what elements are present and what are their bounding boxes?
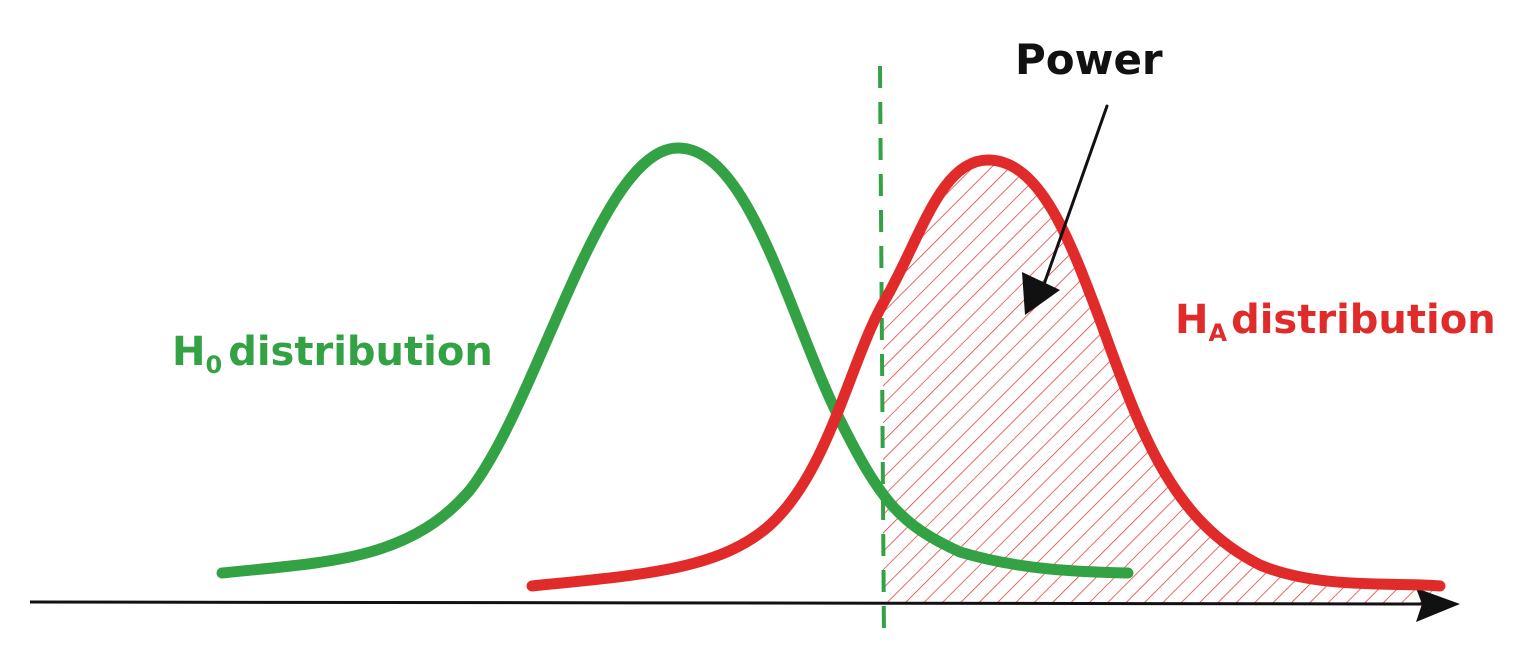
h0-curve bbox=[216, 142, 1134, 579]
h0-distribution-label: H0 distribution bbox=[172, 329, 493, 379]
power-arrow-shaft bbox=[1040, 104, 1109, 292]
x-axis-arrowhead bbox=[1416, 588, 1460, 622]
ha-text: distribution bbox=[1231, 297, 1496, 343]
power-arrowhead bbox=[1022, 272, 1060, 315]
critical-value-line bbox=[878, 65, 886, 641]
x-axis bbox=[29, 600, 1431, 606]
h0-prefix: H bbox=[172, 329, 205, 375]
ha-curve bbox=[526, 154, 1446, 592]
h0-text: distribution bbox=[228, 329, 493, 375]
power-region bbox=[883, 160, 1440, 603]
ha-distribution-label: HA distribution bbox=[1175, 297, 1496, 347]
power-label: Power bbox=[1015, 35, 1163, 84]
ha-subscript: A bbox=[1208, 319, 1227, 347]
h0-subscript: 0 bbox=[205, 351, 222, 379]
ha-prefix: H bbox=[1175, 297, 1208, 343]
